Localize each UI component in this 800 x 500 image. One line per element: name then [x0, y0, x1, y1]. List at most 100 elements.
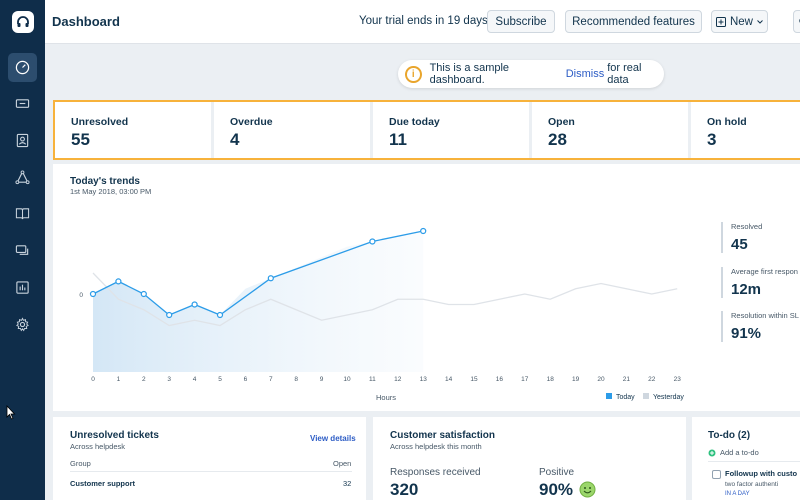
stat-card-unresolved[interactable]: Unresolved 55: [55, 102, 211, 158]
mouse-cursor-icon: [6, 405, 16, 420]
today-point: [115, 278, 122, 285]
stat-card-on-hold[interactable]: On hold 3: [691, 102, 800, 158]
sidebar-item-admin[interactable]: [8, 310, 37, 339]
todo-checkbox[interactable]: [712, 470, 721, 479]
yesterday-line: [92, 272, 678, 327]
card-title: Customer satisfaction: [390, 430, 496, 441]
x-tick-label: 3: [167, 376, 171, 383]
today-point: [191, 301, 198, 308]
x-tick-label: 16: [496, 376, 504, 383]
social-icon: [15, 170, 30, 185]
today-area: [93, 231, 424, 372]
sidebar-item-dashboard[interactable]: [8, 53, 37, 82]
positive-value: 90%: [539, 480, 574, 499]
view-details-link[interactable]: View details: [310, 434, 356, 443]
x-tick-label: 5: [218, 376, 222, 383]
banner-text-after: for real data: [607, 62, 642, 86]
stat-label: On hold: [707, 116, 747, 128]
x-tick-label: 18: [547, 376, 555, 383]
plus-box-icon: [715, 16, 726, 27]
dashboard-icon: [15, 60, 30, 75]
stat-value: 4: [230, 130, 240, 149]
x-tick-label: 2: [142, 376, 146, 383]
stat-label: Due today: [389, 116, 440, 128]
todays-trends-card: Today's trends 1st May 2018, 03:00 PM 0 0…: [53, 164, 800, 411]
todo-card: To-do (2) Add a to-do Followup with cust…: [692, 417, 800, 500]
search-icon: [798, 18, 800, 24]
recommended-features-button[interactable]: Recommended features: [565, 10, 702, 33]
new-button[interactable]: New: [711, 10, 768, 33]
x-tick-label: 6: [244, 376, 248, 383]
subscribe-button[interactable]: Subscribe: [487, 10, 555, 33]
headset-logo-icon[interactable]: [12, 11, 34, 33]
ticket-icon: [15, 99, 30, 108]
responses-value: 320: [390, 480, 419, 499]
side-stat-value: 45: [731, 236, 748, 253]
x-tick-label: 14: [445, 376, 453, 383]
today-point: [216, 311, 224, 319]
customer-satisfaction-card: Customer satisfaction Across helpdesk th…: [373, 417, 686, 500]
side-stat-value: 91%: [731, 325, 762, 342]
sidebar: [0, 0, 45, 500]
x-tick-label: 9: [320, 376, 324, 383]
side-stat-first-response: Average first respon 12m: [721, 267, 798, 298]
stat-card-open[interactable]: Open 28: [532, 102, 688, 158]
today-point: [166, 311, 173, 319]
stat-card-overdue[interactable]: Overdue 4: [214, 102, 370, 158]
sample-dashboard-banner: i This is a sample dashboard. Dismiss fo…: [398, 60, 664, 88]
sidebar-item-solutions[interactable]: [8, 199, 37, 228]
stat-label: Overdue: [230, 116, 273, 128]
side-stat-label: Average first respon: [731, 267, 798, 276]
stat-card-due-today[interactable]: Due today 11: [373, 102, 529, 158]
ticket-stats-row: Unresolved 55 Overdue 4 Due today 11 Ope…: [53, 100, 800, 160]
info-icon: i: [405, 65, 422, 83]
today-point: [267, 275, 274, 282]
row-open-count: 32: [343, 479, 352, 488]
admin-gear-icon: [16, 317, 29, 332]
trends-chart: 00 1 2 3 4 5 6 7 8 9 10 11 12 13 14 15 16 17 18 19 20 21 22 23H…: [79, 227, 684, 402]
stat-value: 55: [71, 130, 90, 149]
banner-text: This is a sample dashboard.: [429, 62, 510, 86]
legend-label-yesterday: Yesterday: [653, 394, 684, 401]
x-tick-label: 17: [521, 376, 529, 383]
stat-value: 3: [707, 130, 717, 149]
positive-label: Positive: [539, 467, 575, 478]
sidebar-item-reports[interactable]: [8, 273, 37, 302]
x-tick-label: 13: [420, 376, 428, 383]
add-todo-button[interactable]: Add a to-do: [708, 448, 759, 457]
sidebar-item-tickets[interactable]: [8, 89, 37, 118]
column-header-group: Group: [70, 459, 91, 468]
header-overflow-button[interactable]: [793, 10, 800, 33]
stat-label: Unresolved: [71, 116, 129, 128]
x-tick-label: 19: [572, 376, 580, 383]
sidebar-item-forums[interactable]: [8, 236, 37, 265]
trends-subtitle: 1st May 2018, 03:00 PM: [70, 187, 152, 196]
responses-label: Responses received: [390, 467, 481, 478]
row-group: Customer support: [70, 479, 136, 488]
side-stat-label: Resolved: [731, 222, 763, 231]
trends-title: Today's trends: [70, 176, 140, 187]
x-tick-label: 8: [294, 376, 298, 383]
sidebar-item-social[interactable]: [8, 163, 37, 192]
column-header-open: Open: [333, 459, 352, 468]
x-tick-label: 0: [91, 376, 95, 383]
card-subtitle: Across helpdesk: [70, 442, 126, 451]
side-stat-label: Resolution within SL: [731, 311, 799, 320]
x-tick-label: 11: [369, 376, 376, 383]
top-header: Dashboard Your trial ends in 19 days Sub…: [45, 0, 800, 44]
sidebar-item-contacts[interactable]: [8, 126, 37, 155]
legend-swatch-today: [606, 393, 612, 399]
dismiss-link[interactable]: Dismiss: [565, 68, 605, 80]
card-subtitle: Across helpdesk this month: [390, 442, 482, 451]
solutions-book-icon: [15, 208, 30, 220]
contacts-icon: [16, 133, 29, 148]
smiley-face-icon: [579, 481, 596, 498]
x-axis-label: Hours: [376, 393, 396, 402]
x-tick-label: 1: [117, 376, 121, 383]
page-title: Dashboard: [52, 14, 120, 29]
x-tick-label: 10: [343, 376, 351, 383]
x-tick-label: 23: [674, 376, 682, 383]
x-tick-label: 12: [394, 376, 402, 383]
x-tick-label: 4: [193, 376, 197, 383]
x-tick-label: 15: [470, 376, 478, 383]
